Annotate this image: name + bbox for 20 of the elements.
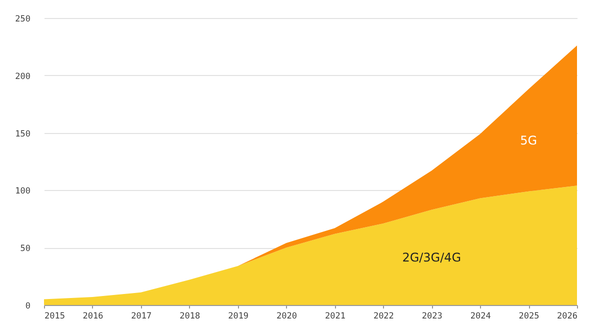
y-tick-label: 100 xyxy=(15,186,30,197)
y-tick-label: 250 xyxy=(15,14,30,24)
x-tick-label: 2020 xyxy=(276,312,298,321)
y-tick-label: 150 xyxy=(15,129,30,140)
x-tick-label: 2017 xyxy=(131,312,152,321)
x-tick-label: 2021 xyxy=(324,312,346,321)
x-tick-label: 2023 xyxy=(422,312,442,321)
x-tick-label: 2015 xyxy=(44,312,65,321)
series-label: 2G/3G/4G xyxy=(402,250,462,264)
y-tick-label: 50 xyxy=(20,244,30,254)
x-tick-label: 2019 xyxy=(228,312,249,321)
y-tick-label: 0 xyxy=(25,302,30,312)
x-tick-label: 2022 xyxy=(373,312,394,321)
x-tick-label: 2016 xyxy=(82,312,104,321)
series-label: 5G xyxy=(520,133,538,148)
x-tick-label: 2018 xyxy=(180,312,200,321)
x-tick-label: 2024 xyxy=(470,312,491,321)
x-tick-label: 2025 xyxy=(518,312,540,321)
y-tick-label: 200 xyxy=(15,72,30,82)
x-tick-label: 2026 xyxy=(557,312,578,321)
